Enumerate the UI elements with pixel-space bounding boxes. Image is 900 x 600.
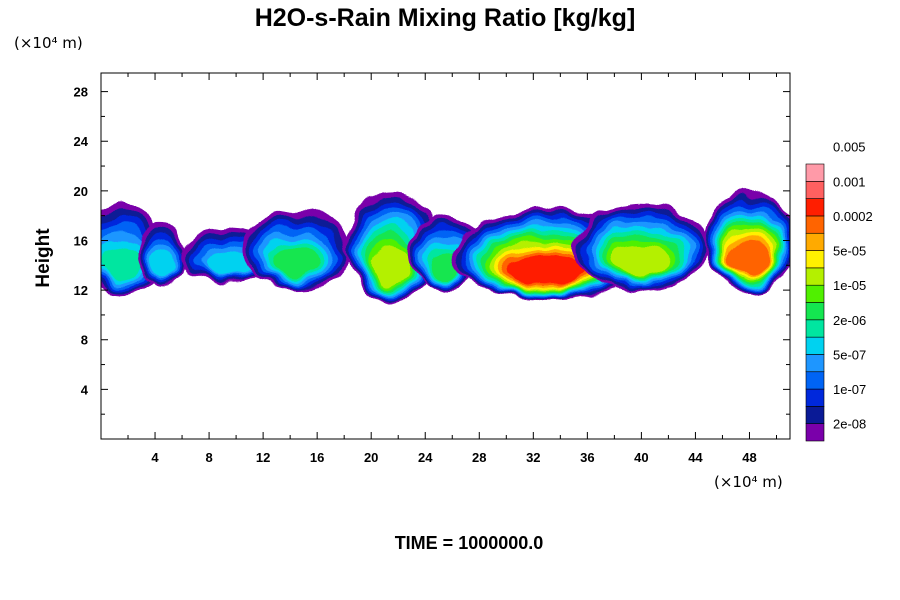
x-tick-label: 20 <box>364 450 378 465</box>
x-tick-label: 32 <box>526 450 540 465</box>
x-tick-label: 8 <box>205 450 212 465</box>
x-tick-label: 28 <box>472 450 486 465</box>
colorbar-swatch <box>805 354 825 373</box>
x-tick-label: 44 <box>688 450 703 465</box>
rain-field <box>101 190 790 303</box>
colorbar-swatch <box>805 336 825 355</box>
colorbar-swatch <box>805 250 825 269</box>
colorbar-swatch <box>805 319 825 338</box>
colorbar-swatch <box>805 423 825 442</box>
colorbar-label: 5e-05 <box>833 244 866 259</box>
plot-frame <box>100 72 791 440</box>
y-axis: 4 8 12 16 20 24 28 <box>74 85 790 415</box>
colorbar-label: 2e-06 <box>833 313 866 328</box>
contour-level <box>507 254 587 285</box>
y-tick-label: 4 <box>81 382 89 397</box>
colorbar-swatch <box>805 302 825 321</box>
cell-5 <box>345 190 438 303</box>
y-tick-label: 20 <box>74 184 88 199</box>
x-unit-label: (×10⁴ m) <box>714 473 783 491</box>
contour-level <box>611 244 672 276</box>
contour-level <box>101 245 143 283</box>
y-tick-label: 16 <box>74 233 88 248</box>
colorbar-swatch <box>805 215 825 234</box>
y-axis-label: Height <box>33 228 54 288</box>
y-tick-label: 28 <box>74 85 88 100</box>
x-tick-label: 40 <box>634 450 648 465</box>
colorbar-swatch <box>805 163 825 182</box>
colorbar-swatch <box>805 198 825 217</box>
x-tick-label: 12 <box>256 450 270 465</box>
colorbar-swatch <box>805 181 825 199</box>
colorbar-swatch <box>805 232 825 251</box>
colorbar-swatch <box>805 371 825 390</box>
x-tick-label: 4 <box>151 450 159 465</box>
y-tick-label: 12 <box>74 283 88 298</box>
x-axis: 4 8 12 16 20 24 28 32 36 40 44 48 <box>127 73 777 465</box>
cell-2 <box>137 221 187 287</box>
contour-level <box>271 246 323 278</box>
colorbar-label: 2e-08 <box>833 417 866 432</box>
contour-level <box>205 252 254 276</box>
colorbar-label: 0.001 <box>833 174 866 189</box>
colorbar-label: 1e-05 <box>833 278 866 293</box>
y-unit-label: (×10⁴ m) <box>14 34 83 52</box>
colorbar-label: 0.005 <box>833 140 866 155</box>
x-tick-label: 16 <box>310 450 324 465</box>
colorbar-label: 0.0002 <box>833 209 873 224</box>
colorbar-swatch <box>805 406 825 424</box>
colorbar-label: 5e-07 <box>833 347 866 362</box>
contour-level <box>371 244 412 285</box>
colorbar-swatch <box>805 267 825 286</box>
contour-level <box>730 241 769 276</box>
x-tick-label: 48 <box>742 450 756 465</box>
chart-title: H2O-s-Rain Mixing Ratio [kg/kg] <box>255 4 636 32</box>
x-tick-label: 36 <box>580 450 594 465</box>
y-tick-label: 24 <box>74 134 89 149</box>
colorbar-swatch <box>805 388 825 407</box>
contour-level <box>149 249 174 278</box>
x-tick-label: 24 <box>418 450 433 465</box>
colorbar: 2e-08 1e-07 5e-07 2e-06 1e-05 5e-05 0.0002 0.00… <box>805 140 873 442</box>
cell-8 <box>573 203 709 291</box>
cell-4 <box>242 209 351 291</box>
colorbar-label: 1e-07 <box>833 382 866 397</box>
time-label: TIME = 1000000.0 <box>395 533 544 553</box>
cell-9 <box>703 190 790 293</box>
y-tick-label: 8 <box>81 333 88 348</box>
colorbar-swatch <box>805 284 825 303</box>
